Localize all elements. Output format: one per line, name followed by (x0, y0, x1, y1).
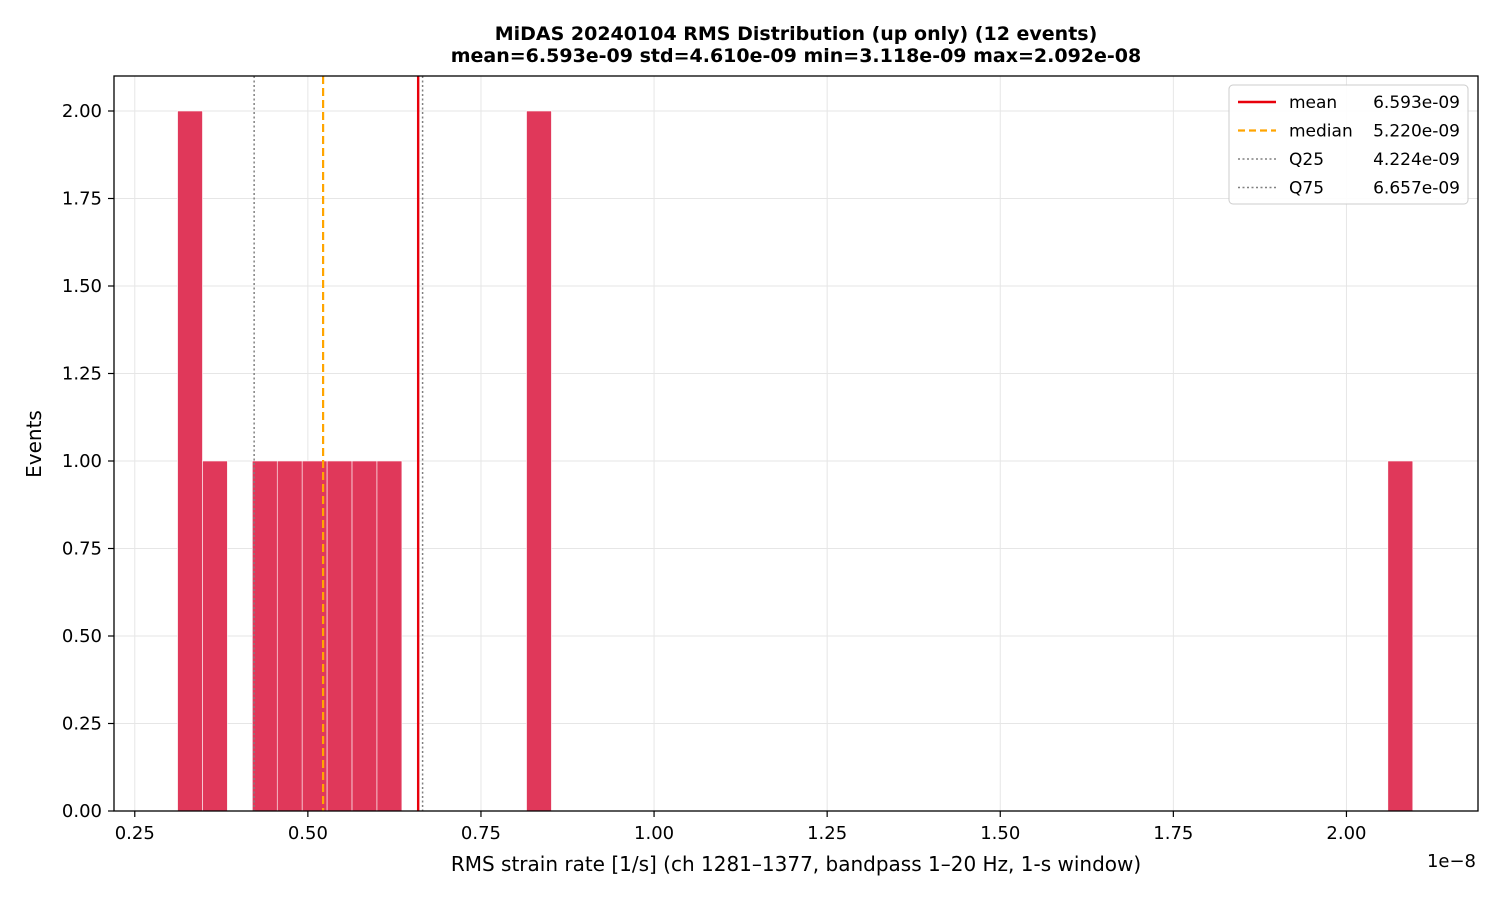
legend-label-q25: Q25 (1289, 150, 1324, 170)
x-tick-label: 1.25 (807, 823, 847, 844)
x-tick-label: 0.75 (461, 823, 501, 844)
histogram-bar (376, 460, 403, 812)
y-tick-label: 0.75 (62, 539, 102, 560)
legend-value-q75: 6.657e-09 (1373, 179, 1460, 199)
legend-box (1228, 84, 1469, 205)
x-axis-ticks: 0.25 0.50 0.75 1.00 1.25 1.50 1.75 2.00 (115, 811, 1366, 844)
x-axis-offset-label: 1e−8 (1427, 851, 1476, 872)
y-tick-label: 0.00 (62, 801, 102, 822)
y-tick-label: 0.50 (62, 626, 102, 647)
histogram-bar (177, 110, 203, 812)
x-tick-label: 0.25 (115, 823, 155, 844)
chart-subtitle: mean=6.593e-09 std=4.610e-09 min=3.118e-… (451, 45, 1142, 67)
histogram-bar (1387, 460, 1414, 812)
histogram-bar (202, 460, 228, 812)
y-tick-label: 1.25 (62, 364, 102, 385)
legend-value-q25: 4.224e-09 (1373, 150, 1460, 170)
x-tick-label: 2.00 (1326, 823, 1366, 844)
histogram-bar (351, 460, 378, 812)
y-tick-label: 1.00 (62, 451, 102, 472)
legend-label-mean: mean (1289, 93, 1337, 113)
x-axis-label: RMS strain rate [1/s] (ch 1281–1377, ban… (451, 852, 1141, 876)
histogram-bar (276, 460, 303, 812)
x-tick-label: 0.50 (288, 823, 328, 844)
y-tick-label: 0.25 (62, 714, 102, 735)
x-tick-label: 1.75 (1153, 823, 1193, 844)
histogram-bar (252, 460, 278, 812)
reference-lines (253, 76, 424, 811)
histogram-bar (526, 110, 552, 812)
histogram-bar (326, 460, 353, 812)
legend-label-median: median (1289, 122, 1353, 142)
x-tick-label: 1.50 (980, 823, 1020, 844)
chart-title: MiDAS 20240104 RMS Distribution (up only… (495, 23, 1098, 45)
legend-value-median: 5.220e-09 (1373, 122, 1460, 142)
y-tick-label: 1.50 (62, 276, 102, 297)
y-axis-label: Events (22, 410, 46, 478)
bars (177, 110, 1414, 812)
y-tick-label: 2.00 (62, 101, 102, 122)
x-tick-label: 1.00 (634, 823, 674, 844)
y-axis-ticks: 0.00 0.25 0.50 0.75 1.00 1.25 1.50 1.75 2.00 (62, 101, 114, 822)
legend-value-mean: 6.593e-09 (1373, 93, 1460, 113)
legend-label-q75: Q75 (1289, 179, 1324, 199)
plot-frame (113, 75, 1479, 812)
y-tick-label: 1.75 (62, 189, 102, 210)
legend: mean 6.593e-09 median 5.220e-09 Q25 4.224e-09… (1228, 84, 1469, 205)
